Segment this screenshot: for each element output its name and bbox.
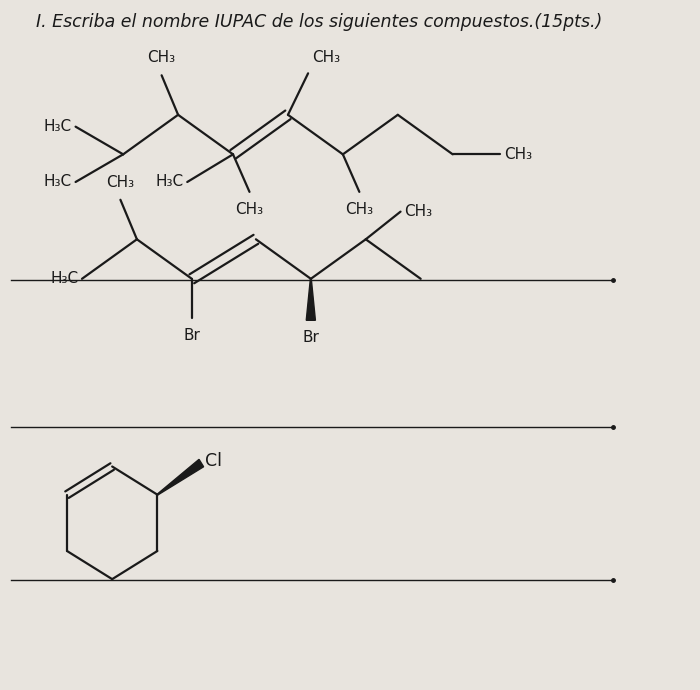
Text: CH₃: CH₃	[312, 50, 340, 66]
Text: Cl: Cl	[205, 452, 222, 470]
Text: CH₃: CH₃	[345, 201, 373, 217]
Text: H₃C: H₃C	[155, 175, 183, 190]
Text: Br: Br	[183, 328, 200, 343]
Text: H₃C: H₃C	[50, 271, 78, 286]
Polygon shape	[157, 460, 204, 495]
Text: CH₃: CH₃	[148, 50, 176, 66]
Text: CH₃: CH₃	[235, 201, 264, 217]
Polygon shape	[307, 279, 316, 320]
Text: CH₃: CH₃	[404, 204, 433, 219]
Text: Br: Br	[302, 331, 319, 345]
Text: CH₃: CH₃	[106, 175, 134, 190]
Text: I. Escriba el nombre IUPAC de los siguientes compuestos.(15pts.): I. Escriba el nombre IUPAC de los siguie…	[36, 13, 603, 31]
Text: H₃C: H₃C	[44, 119, 72, 134]
Text: H₃C: H₃C	[44, 175, 72, 190]
Text: CH₃: CH₃	[504, 147, 532, 162]
